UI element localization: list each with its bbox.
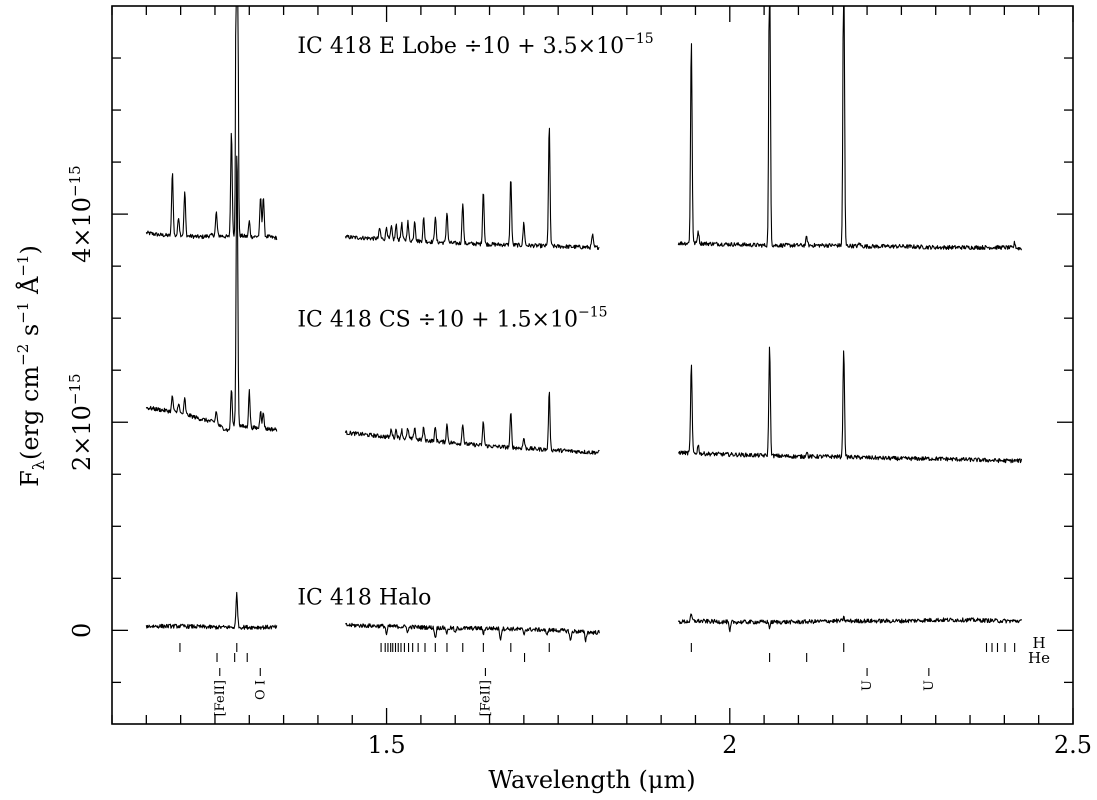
y-label-sub: λ: [29, 460, 48, 470]
line-markers: HHe [FeII] O I [FeII] U U: [179, 634, 1050, 716]
y-label-end1: Å: [15, 276, 44, 302]
series-label: IC 418 CS ÷10 + 1.5×10−15: [297, 304, 607, 332]
y-tick-mantissa: 4×10: [68, 197, 96, 263]
y-tick-mantissa: 2×10: [68, 405, 96, 471]
y-axis: 02×10−154×10−15: [66, 57, 1073, 684]
plot-frame: [111, 5, 1074, 725]
y-tick-mantissa: 0: [68, 623, 96, 638]
spectrum-series-0: [677, 5, 1023, 251]
spectrum-series-1: [344, 391, 600, 455]
spectrum-series-1: [145, 155, 278, 433]
x-tick-label: 1.5: [367, 731, 405, 759]
y-tick-exponent: −15: [66, 165, 84, 197]
y-tick-label: 2×10−15: [66, 373, 96, 471]
series-label: IC 418 Halo: [297, 585, 431, 610]
spectrum-series-0: [145, 5, 278, 241]
x-axis: 1.5 2 2.5: [111, 6, 1092, 759]
species-label: [FeII]: [478, 680, 493, 716]
series-label-main: IC 418 E Lobe ÷10 + 3.5×10: [297, 34, 624, 59]
y-tick-label: 4×10−15: [66, 165, 96, 263]
y-tick-label: 0: [68, 623, 96, 638]
y-label-rest: (erg cm: [16, 366, 44, 460]
y-tick-exponent: −15: [66, 373, 84, 405]
x-axis-label: Wavelength (μm): [488, 766, 695, 794]
y-label-mid: s: [16, 324, 44, 344]
he-row-label: He: [1028, 649, 1050, 667]
y-label-end2: ): [16, 245, 44, 254]
y-label-exp1: −2: [14, 344, 32, 366]
y-axis-label: Fλ(erg cm−2 s−1 Å−1): [14, 245, 48, 487]
h-row-label: H: [1032, 634, 1045, 652]
spectrum-series-2: [145, 591, 278, 630]
series-label-exponent: −15: [578, 304, 608, 320]
spectrum-series-2: [677, 613, 1023, 633]
x-tick-label: 2: [722, 731, 737, 759]
species-label: O I: [253, 680, 268, 700]
series-label-main: IC 418 Halo: [297, 585, 431, 610]
spectrum-series-2: [344, 622, 600, 643]
y-label-base: F: [16, 470, 44, 487]
spectrum-series-0: [344, 127, 600, 251]
species-label: U: [860, 680, 875, 691]
series-label-main: IC 418 CS ÷10 + 1.5×10: [297, 307, 578, 332]
y-label-exp2: −1: [14, 302, 32, 324]
y-label-exp3: −1: [14, 255, 32, 277]
series-label-exponent: −15: [624, 31, 654, 47]
plot-area: [145, 5, 1023, 643]
x-tick-label: 2.5: [1054, 731, 1092, 759]
species-label: U: [922, 680, 937, 691]
series-label: IC 418 E Lobe ÷10 + 3.5×10−15: [297, 31, 653, 59]
species-label: [FeII]: [213, 680, 228, 716]
spectrum-series-1: [677, 346, 1023, 464]
